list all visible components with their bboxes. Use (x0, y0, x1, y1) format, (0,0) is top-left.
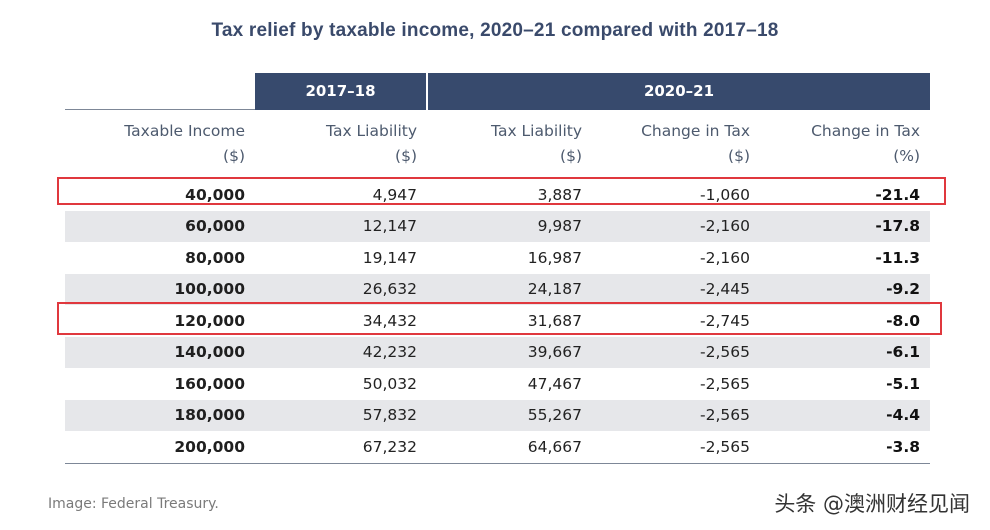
table-cell: 47,467 (527, 374, 582, 393)
column-header-unit: ($) (395, 146, 417, 165)
column-header-1: Tax Liability ($) (255, 109, 427, 179)
table-cell: 34,432 (362, 311, 417, 330)
column-header-unit: ($) (223, 147, 245, 165)
column-header-label: Tax Liability (326, 121, 417, 140)
table-cell: 19,147 (362, 248, 417, 267)
column-header-unit: (%) (893, 146, 921, 165)
table-cell: -3.8 (760, 431, 931, 464)
table-cell: -6.1 (760, 336, 931, 368)
table-row: 60,000 12,147 9,987 -2,160 -17.8 (65, 210, 931, 242)
table-cell: 80,000 (185, 248, 245, 267)
table-cell: -21.4 (875, 185, 921, 204)
table-cell: 67,232 (255, 431, 427, 464)
column-header-2: Tax Liability ($) (427, 109, 592, 179)
table-cell: 9,987 (427, 210, 592, 242)
table-cell: 120,000 (174, 311, 245, 330)
table-cell: -5.1 (886, 374, 921, 393)
source-caption: Image: Federal Treasury. (48, 496, 219, 512)
table-cell: -2,745 (700, 311, 750, 330)
table-cell: -2,445 (592, 273, 760, 305)
table-cell: -2,565 (592, 431, 760, 464)
table-row: 100,000 26,632 24,187 -2,445 -9.2 (65, 273, 931, 305)
group-header-2020-21: 2020–21 (425, 73, 931, 110)
table-cell: 4,947 (372, 185, 417, 204)
table-cell: 55,267 (427, 399, 592, 431)
table-cell: 42,232 (255, 336, 427, 368)
table-row: 160,000 50,032 47,467 -2,565 -5.1 (65, 368, 930, 400)
table-cell: 12,147 (255, 210, 427, 242)
table-cell: 180,000 (65, 399, 255, 431)
table-title: Tax relief by taxable income, 2020–21 co… (211, 20, 779, 41)
table-cell: 64,667 (427, 431, 592, 464)
table-cell: -1,060 (700, 185, 750, 204)
tax-relief-table: 2017–18 2020–21 Taxable Income ($) Tax Lia… (65, 73, 931, 464)
table-cell: 3,887 (537, 185, 582, 204)
group-header-2017-18: 2017–18 (255, 73, 427, 110)
column-header-label: Change in Tax (811, 121, 921, 140)
table-cell: 24,187 (427, 273, 592, 305)
table-cell: -2,160 (700, 248, 750, 267)
table-cell: -4.4 (760, 399, 931, 431)
table-row: 200,000 67,232 64,667 -2,565 -3.8 (65, 431, 931, 464)
table-cell: -2,565 (592, 336, 760, 368)
column-header-unit: ($) (560, 146, 582, 165)
table-cell: 40,000 (185, 185, 245, 204)
table-cell: 140,000 (65, 336, 255, 368)
table-cell: 26,632 (255, 273, 427, 305)
column-header-4: Change in Tax (%) (760, 109, 931, 179)
table-cell: 60,000 (65, 210, 255, 242)
table-cell: 160,000 (174, 374, 245, 393)
table-cell: -2,565 (592, 399, 760, 431)
table-cell: -17.8 (760, 210, 931, 242)
table-cell: 57,832 (255, 399, 427, 431)
column-header-label: Taxable Income (124, 122, 245, 140)
table-cell: 16,987 (527, 248, 582, 267)
column-header-0: Taxable Income ($) (65, 109, 255, 179)
table-cell: 31,687 (527, 311, 582, 330)
column-header-label: Tax Liability (491, 121, 582, 140)
table-cell: -2,160 (592, 210, 760, 242)
table-cell: 39,667 (427, 336, 592, 368)
column-header-unit: ($) (728, 146, 750, 165)
table-cell: 200,000 (65, 431, 255, 464)
table-row: 80,000 19,147 16,987 -2,160 -11.3 (65, 242, 930, 274)
table-row: 140,000 42,232 39,667 -2,565 -6.1 (65, 336, 931, 368)
table-cell: -9.2 (760, 273, 931, 305)
column-header-3: Change in Tax ($) (592, 109, 760, 179)
watermark: 头条 @澳洲财经见闻 (774, 492, 970, 516)
table-cell: 100,000 (65, 273, 255, 305)
table-row: 120,000 34,432 31,687 -2,745 -8.0 (65, 305, 930, 337)
group-header-blank (65, 73, 255, 110)
column-header-label: Change in Tax (641, 121, 750, 140)
table-row: 40,000 4,947 3,887 -1,060 -21.4 (65, 179, 930, 211)
table-cell: -11.3 (875, 248, 921, 267)
table-cell: -8.0 (886, 311, 921, 330)
table-row: 180,000 57,832 55,267 -2,565 -4.4 (65, 399, 931, 431)
table-cell: 50,032 (362, 374, 417, 393)
table-cell: -2,565 (700, 374, 750, 393)
